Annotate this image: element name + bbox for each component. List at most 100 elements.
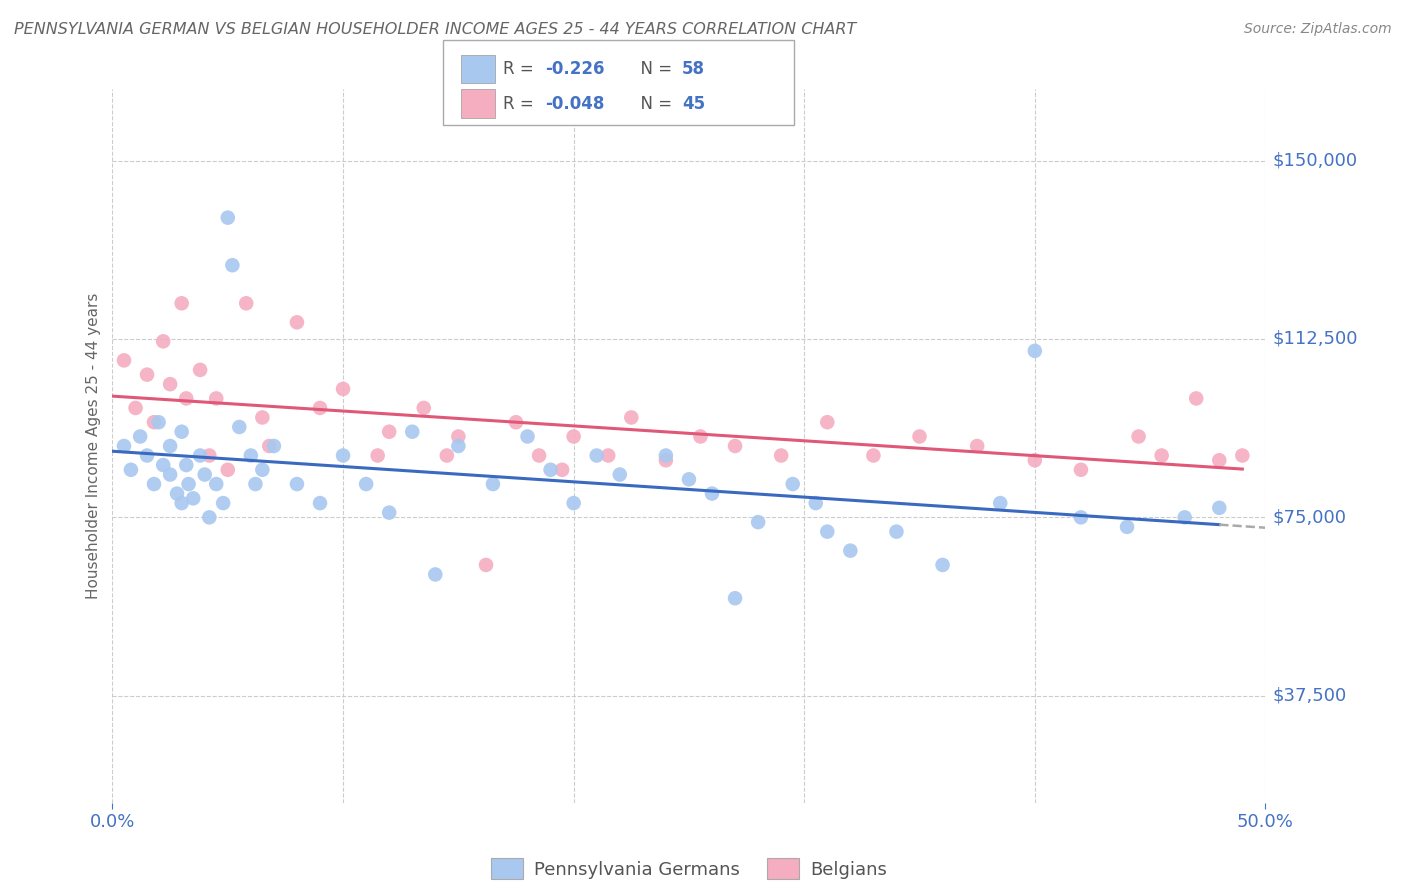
Point bbox=[1208, 453, 1230, 467]
Point bbox=[412, 401, 434, 415]
Point bbox=[815, 524, 838, 539]
Point bbox=[332, 449, 354, 463]
Point bbox=[188, 363, 211, 377]
Point bbox=[221, 258, 243, 272]
Point bbox=[1174, 510, 1197, 524]
Point bbox=[747, 515, 769, 529]
Point bbox=[598, 449, 620, 463]
Text: $112,500: $112,500 bbox=[1272, 330, 1358, 348]
Text: $37,500: $37,500 bbox=[1272, 687, 1347, 705]
Point bbox=[174, 392, 197, 406]
Point bbox=[931, 558, 953, 572]
Point bbox=[516, 429, 538, 443]
Point bbox=[700, 486, 723, 500]
Point bbox=[1232, 449, 1254, 463]
Point bbox=[120, 463, 142, 477]
Point bbox=[425, 567, 447, 582]
Point bbox=[124, 401, 146, 415]
Point bbox=[1185, 392, 1208, 406]
Point bbox=[482, 477, 505, 491]
Point bbox=[152, 334, 174, 349]
Text: R =: R = bbox=[503, 95, 540, 112]
Point bbox=[143, 477, 166, 491]
Point bbox=[198, 510, 221, 524]
Point bbox=[129, 429, 152, 443]
Point bbox=[285, 477, 308, 491]
Point bbox=[1024, 453, 1046, 467]
Point bbox=[689, 429, 711, 443]
Point bbox=[447, 439, 470, 453]
Point bbox=[367, 449, 389, 463]
Point bbox=[177, 477, 200, 491]
Point bbox=[285, 315, 308, 329]
Point bbox=[770, 449, 793, 463]
Point bbox=[166, 486, 188, 500]
Point bbox=[188, 449, 211, 463]
Point bbox=[148, 415, 170, 429]
Point bbox=[527, 449, 550, 463]
Point bbox=[1208, 500, 1230, 515]
Point bbox=[562, 496, 585, 510]
Point bbox=[217, 463, 239, 477]
Point bbox=[252, 410, 274, 425]
Point bbox=[309, 401, 332, 415]
Point bbox=[239, 449, 262, 463]
Point bbox=[678, 472, 700, 486]
Text: N =: N = bbox=[630, 60, 678, 78]
Point bbox=[198, 449, 221, 463]
Point bbox=[782, 477, 804, 491]
Point bbox=[724, 591, 747, 606]
Point bbox=[401, 425, 423, 439]
Point bbox=[1024, 343, 1046, 358]
Point bbox=[194, 467, 217, 482]
Point bbox=[174, 458, 197, 472]
Point bbox=[1070, 463, 1092, 477]
Point bbox=[112, 439, 135, 453]
Point bbox=[1116, 520, 1139, 534]
Point bbox=[235, 296, 257, 310]
Text: 45: 45 bbox=[682, 95, 704, 112]
Point bbox=[152, 458, 174, 472]
Point bbox=[170, 425, 193, 439]
Point bbox=[309, 496, 332, 510]
Text: -0.226: -0.226 bbox=[546, 60, 605, 78]
Legend: Pennsylvania Germans, Belgians: Pennsylvania Germans, Belgians bbox=[484, 851, 894, 887]
Point bbox=[966, 439, 988, 453]
Point bbox=[436, 449, 458, 463]
Point bbox=[170, 496, 193, 510]
Point bbox=[505, 415, 527, 429]
Point bbox=[228, 420, 250, 434]
Point bbox=[378, 425, 401, 439]
Point bbox=[655, 449, 678, 463]
Point bbox=[1128, 429, 1150, 443]
Text: R =: R = bbox=[503, 60, 540, 78]
Point bbox=[205, 392, 228, 406]
Point bbox=[1070, 510, 1092, 524]
Point bbox=[354, 477, 377, 491]
Point bbox=[181, 491, 204, 506]
Text: 58: 58 bbox=[682, 60, 704, 78]
Point bbox=[447, 429, 470, 443]
Text: -0.048: -0.048 bbox=[546, 95, 605, 112]
Point bbox=[252, 463, 274, 477]
Point bbox=[862, 449, 884, 463]
Point bbox=[217, 211, 239, 225]
Text: $150,000: $150,000 bbox=[1272, 152, 1358, 169]
Y-axis label: Householder Income Ages 25 - 44 years: Householder Income Ages 25 - 44 years bbox=[86, 293, 101, 599]
Point bbox=[212, 496, 235, 510]
Point bbox=[585, 449, 607, 463]
Point bbox=[839, 543, 862, 558]
Point bbox=[170, 296, 193, 310]
Point bbox=[815, 415, 838, 429]
Point bbox=[159, 377, 181, 392]
Point bbox=[136, 449, 159, 463]
Point bbox=[143, 415, 166, 429]
Point bbox=[259, 439, 281, 453]
Point bbox=[159, 467, 181, 482]
Point bbox=[724, 439, 747, 453]
Point bbox=[1150, 449, 1173, 463]
Point bbox=[886, 524, 908, 539]
Text: $75,000: $75,000 bbox=[1272, 508, 1347, 526]
Point bbox=[908, 429, 931, 443]
Point bbox=[475, 558, 498, 572]
